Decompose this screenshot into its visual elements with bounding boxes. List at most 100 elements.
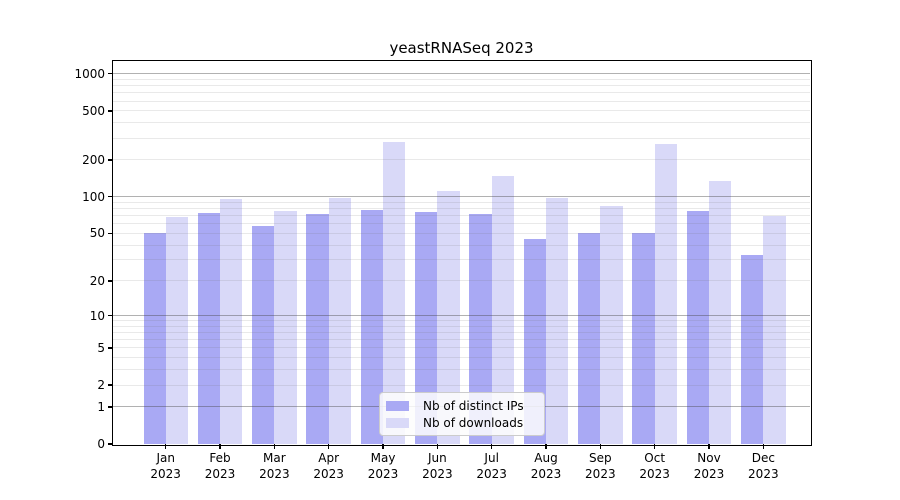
legend-swatch-downloads <box>386 417 409 428</box>
y-tick-mark <box>108 73 113 75</box>
x-tick-mark <box>165 444 167 449</box>
gridline-minor <box>113 357 810 359</box>
bar-downloads <box>546 197 569 444</box>
bar-downloads <box>763 215 786 444</box>
x-tick-mark <box>327 444 330 449</box>
x-tick-label: Nov 2023 <box>693 451 725 481</box>
x-tick-label: Apr 2023 <box>313 451 344 481</box>
y-tick-mark <box>108 314 113 317</box>
bar-downloads <box>437 191 460 444</box>
y-tick-label: 50 <box>89 226 105 241</box>
x-tick-mark <box>599 444 602 449</box>
gridline-minor <box>113 208 810 210</box>
x-tick-label: May 2023 <box>367 451 399 481</box>
gridline-minor <box>113 223 810 225</box>
gridline-minor <box>113 320 810 322</box>
gridline-minor <box>113 122 810 124</box>
y-tick-mark <box>108 347 113 349</box>
gridline-minor <box>113 215 810 217</box>
bar-distinct-ips <box>469 214 492 444</box>
x-tick-mark <box>490 444 493 449</box>
x-tick-label: Sep 2023 <box>585 451 616 481</box>
y-tick-mark <box>108 443 113 445</box>
bar-distinct-ips <box>686 211 709 444</box>
gridline-minor <box>113 92 810 94</box>
x-tick-mark <box>219 444 221 449</box>
legend-item-downloads: Nb of downloads <box>386 414 536 431</box>
bar-downloads <box>709 180 732 444</box>
x-tick-label: Mar 2023 <box>259 451 290 481</box>
bar-downloads <box>165 217 188 444</box>
y-tick-label: 100 <box>82 189 105 204</box>
x-tick-label: Aug 2023 <box>530 451 562 481</box>
y-tick-label: 0 <box>97 437 105 451</box>
gridline-minor <box>113 259 810 261</box>
legend-swatch-distinct-ips <box>386 400 409 411</box>
bar-distinct-ips <box>632 233 655 444</box>
y-tick-label: 200 <box>82 152 105 167</box>
bar-distinct-ips <box>360 209 383 444</box>
x-tick-label: Jul 2023 <box>476 451 507 481</box>
x-tick-label: Dec 2023 <box>748 451 779 481</box>
y-tick-mark <box>108 110 113 112</box>
x-tick-mark <box>436 444 439 449</box>
gridline-minor <box>113 244 810 246</box>
legend-item-distinct-ips: Nb of distinct IPs <box>386 397 536 414</box>
gridline-minor <box>113 137 810 139</box>
x-tick-mark <box>708 444 710 449</box>
bar-downloads <box>328 198 351 444</box>
y-tick-label: 1000 <box>74 66 105 81</box>
y-tick-label: 500 <box>82 103 105 118</box>
y-tick-label: 1 <box>97 399 105 414</box>
gridline-minor <box>113 369 810 371</box>
gridline-minor <box>113 100 810 102</box>
x-tick-label: Feb 2023 <box>204 451 236 481</box>
bar-downloads <box>491 175 514 444</box>
bar-downloads <box>654 143 677 444</box>
y-tick-mark <box>108 159 113 161</box>
x-tick-label: Jun 2023 <box>422 451 453 481</box>
gridline-minor <box>113 384 810 386</box>
y-tick-mark <box>108 196 113 198</box>
legend-label-distinct-ips: Nb of distinct IPs <box>423 398 524 413</box>
x-tick-label: Jan 2023 <box>150 451 181 481</box>
bar-downloads <box>274 210 297 444</box>
gridline-major <box>113 73 810 75</box>
gridline-minor <box>113 232 810 234</box>
bar-downloads <box>600 205 623 444</box>
chart-title: yeastRNASeq 2023 <box>389 39 534 57</box>
bar-distinct-ips <box>415 211 438 444</box>
y-tick-mark <box>108 280 113 282</box>
gridline-major <box>113 315 810 316</box>
x-tick-mark <box>653 444 656 449</box>
y-tick-mark <box>108 384 113 386</box>
y-tick-label: 10 <box>89 308 105 323</box>
bar-distinct-ips <box>578 233 601 444</box>
gridline-major <box>113 196 810 198</box>
y-tick-label: 20 <box>89 273 105 288</box>
x-tick-mark <box>273 444 276 449</box>
bar-distinct-ips <box>252 225 275 444</box>
y-tick-label: 5 <box>97 340 105 355</box>
gridline-minor <box>113 85 810 87</box>
gridline-minor <box>113 280 810 282</box>
gridline-minor <box>113 339 810 341</box>
y-tick-mark <box>108 406 113 408</box>
y-tick-mark <box>108 232 113 234</box>
gridline-minor <box>113 110 810 112</box>
bar-distinct-ips <box>197 212 221 444</box>
bar-distinct-ips <box>741 255 764 444</box>
x-tick-mark <box>382 444 384 449</box>
x-tick-mark <box>545 444 547 449</box>
gridline-minor <box>113 347 810 349</box>
legend: Nb of distinct IPs Nb of downloads <box>379 392 545 436</box>
bar-distinct-ips <box>306 214 329 444</box>
gridline-minor <box>113 332 810 334</box>
bar-downloads <box>383 142 406 444</box>
x-tick-label: Oct 2023 <box>639 451 670 481</box>
legend-label-downloads: Nb of downloads <box>423 415 524 430</box>
bar-distinct-ips <box>143 233 166 444</box>
gridline-minor <box>113 201 810 203</box>
gridline-minor <box>113 78 810 80</box>
